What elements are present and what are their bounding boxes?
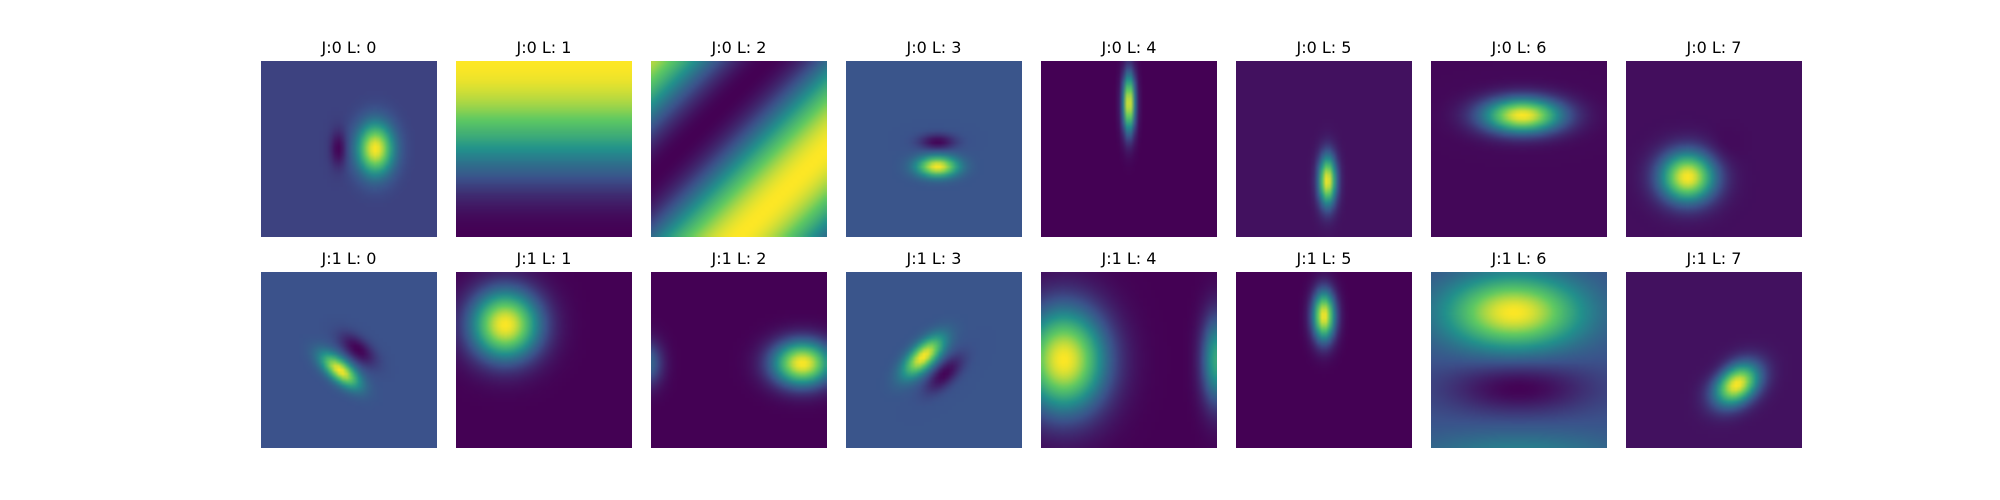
heatmap-j1-l2 — [651, 272, 827, 448]
heatmap-j1-l1 — [456, 272, 632, 448]
panel-title-j1-l5: J:1 L: 5 — [1296, 249, 1352, 268]
panel-title-j0-l7: J:0 L: 7 — [1686, 38, 1742, 57]
panel-j1-l2: J:1 L: 2 — [651, 249, 827, 448]
panel-j1-l7: J:1 L: 7 — [1626, 249, 1802, 448]
panel-title-j1-l0: J:1 L: 0 — [321, 249, 377, 268]
panel-title-j0-l4: J:0 L: 4 — [1101, 38, 1157, 57]
panel-title-j0-l0: J:0 L: 0 — [321, 38, 377, 57]
heatmap-j1-l6 — [1431, 272, 1607, 448]
heatmap-j1-l7 — [1626, 272, 1802, 448]
panel-title-j0-l2: J:0 L: 2 — [711, 38, 767, 57]
panel-j1-l3: J:1 L: 3 — [846, 249, 1022, 448]
heatmap-j0-l1 — [456, 61, 632, 237]
panel-j1-l5: J:1 L: 5 — [1236, 249, 1412, 448]
heatmap-j1-l0 — [261, 272, 437, 448]
panel-j1-l1: J:1 L: 1 — [456, 249, 632, 448]
heatmap-j0-l2 — [651, 61, 827, 237]
heatmap-j0-l0 — [261, 61, 437, 237]
panel-j0-l0: J:0 L: 0 — [261, 38, 437, 237]
heatmap-j0-l3 — [846, 61, 1022, 237]
panel-title-j0-l5: J:0 L: 5 — [1296, 38, 1352, 57]
panel-j0-l3: J:0 L: 3 — [846, 38, 1022, 237]
heatmap-j0-l7 — [1626, 61, 1802, 237]
heatmap-j0-l4 — [1041, 61, 1217, 237]
panel-j0-l6: J:0 L: 6 — [1431, 38, 1607, 237]
panel-j1-l6: J:1 L: 6 — [1431, 249, 1607, 448]
panel-title-j0-l3: J:0 L: 3 — [906, 38, 962, 57]
panel-j0-l4: J:0 L: 4 — [1041, 38, 1217, 237]
panel-title-j1-l1: J:1 L: 1 — [516, 249, 572, 268]
panel-title-j1-l6: J:1 L: 6 — [1491, 249, 1547, 268]
panel-j1-l0: J:1 L: 0 — [261, 249, 437, 448]
panel-title-j1-l3: J:1 L: 3 — [906, 249, 962, 268]
panel-j0-l5: J:0 L: 5 — [1236, 38, 1412, 237]
panel-title-j1-l4: J:1 L: 4 — [1101, 249, 1157, 268]
panel-title-j1-l7: J:1 L: 7 — [1686, 249, 1742, 268]
panel-title-j0-l1: J:0 L: 1 — [516, 38, 572, 57]
heatmap-j1-l3 — [846, 272, 1022, 448]
panel-title-j1-l2: J:1 L: 2 — [711, 249, 767, 268]
heatmap-j1-l4 — [1041, 272, 1217, 448]
panel-j0-l7: J:0 L: 7 — [1626, 38, 1802, 237]
panel-title-j0-l6: J:0 L: 6 — [1491, 38, 1547, 57]
panel-j0-l2: J:0 L: 2 — [651, 38, 827, 237]
heatmap-j0-l5 — [1236, 61, 1412, 237]
panel-j0-l1: J:0 L: 1 — [456, 38, 632, 237]
heatmap-j1-l5 — [1236, 272, 1412, 448]
panel-j1-l4: J:1 L: 4 — [1041, 249, 1217, 448]
heatmap-j0-l6 — [1431, 61, 1607, 237]
